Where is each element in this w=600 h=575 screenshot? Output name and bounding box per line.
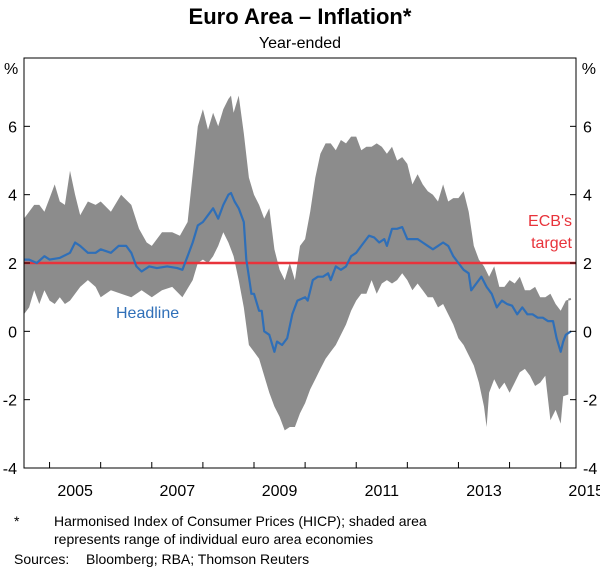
x-tick-label: 2007 <box>160 483 196 500</box>
y-tick-label-right: -2 <box>583 393 597 410</box>
footnote-text: Harmonised Index of Consumer Prices (HIC… <box>54 513 427 547</box>
y-tick-label-right: 2 <box>583 256 592 273</box>
headline-series-line <box>24 191 572 353</box>
y-unit-right: % <box>582 61 596 78</box>
x-tick-label: 2009 <box>262 483 298 500</box>
y-tick-label-left: 4 <box>8 188 17 205</box>
chart-title: Euro Area – Inflation* <box>189 4 412 29</box>
x-tick-label: 2011 <box>365 483 400 500</box>
range-band-spike <box>568 297 572 301</box>
target-label-line2: target <box>531 235 572 252</box>
sources: Sources: Bloomberg; RBA; Thomson Reuters <box>14 550 474 568</box>
y-tick-label-right: 6 <box>583 119 592 136</box>
sources-text: Bloomberg; RBA; Thomson Reuters <box>86 551 310 567</box>
y-tick-label-left: 2 <box>8 256 17 273</box>
chart-subtitle: Year-ended <box>259 35 341 52</box>
sources-label: Sources: <box>14 551 70 567</box>
series-label-headline: Headline <box>116 305 179 322</box>
y-tick-label-left: -4 <box>3 461 17 478</box>
footnote-marker: * <box>14 513 20 529</box>
target-label-line1: ECB's <box>528 213 572 230</box>
notes: * Harmonised Index of Consumer Prices (H… <box>14 512 474 568</box>
y-tick-label-left: 0 <box>8 324 17 341</box>
x-tick-label: 2013 <box>466 483 502 500</box>
y-tick-label-right: 4 <box>583 188 592 205</box>
y-tick-label-left: -2 <box>3 393 17 410</box>
footnote: * Harmonised Index of Consumer Prices (H… <box>14 512 474 548</box>
y-tick-label-right: -4 <box>583 461 597 478</box>
y-tick-label-right: 0 <box>583 324 592 341</box>
y-unit-left: % <box>4 61 18 78</box>
x-tick-label: 2005 <box>57 483 93 500</box>
y-tick-label-left: 6 <box>8 119 17 136</box>
x-tick-label: 2015 <box>568 483 600 500</box>
